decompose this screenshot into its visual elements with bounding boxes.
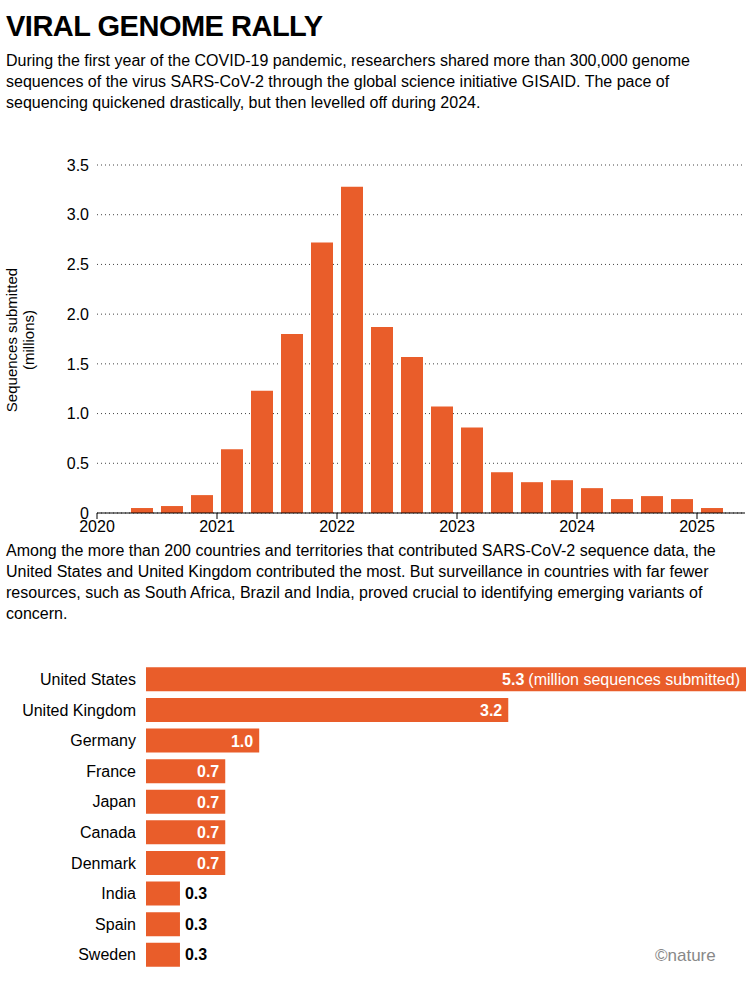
svg-text:United States: United States (40, 671, 136, 688)
svg-text:India: India (101, 885, 136, 902)
svg-text:0.7: 0.7 (197, 763, 219, 780)
svg-text:2024: 2024 (559, 518, 595, 535)
html-text:Among the more than 200 countr: Among the more than 200 countries and te… (6, 542, 716, 622)
svg-text:0.3: 0.3 (185, 946, 207, 963)
svg-text:1.0: 1.0 (67, 405, 89, 422)
svg-text:Canada: Canada (80, 824, 136, 841)
svg-text:0.7: 0.7 (197, 854, 219, 871)
html-text:Sequences submitted (millions): Sequences submitted (millions) (3, 267, 37, 413)
svg-text:0.3: 0.3 (185, 916, 207, 933)
svg-text:3.2: 3.2 (480, 701, 502, 718)
svg-text:3.5: 3.5 (67, 157, 89, 174)
svg-text:France: France (86, 763, 136, 780)
svg-text:2020: 2020 (79, 518, 115, 536)
html-text:During the first year of the C: During the first year of the COVID-19 pa… (6, 52, 690, 111)
svg-text:2021: 2021 (199, 518, 235, 535)
svg-text:United Kingdom: United Kingdom (22, 702, 136, 719)
svg-text:Japan: Japan (92, 793, 136, 810)
svg-text:2022: 2022 (319, 518, 355, 535)
svg-text:5.3(million sequences submitte: 5.3(million sequences submitted) (502, 671, 740, 688)
svg-text:Denmark: Denmark (71, 855, 137, 872)
svg-text:0.7: 0.7 (197, 793, 219, 810)
svg-text:2023: 2023 (439, 518, 475, 535)
svg-text:0.7: 0.7 (197, 824, 219, 841)
svg-text:2025: 2025 (679, 518, 715, 535)
svg-text:0.5: 0.5 (67, 455, 89, 472)
svg-text:1.5: 1.5 (67, 356, 89, 373)
html-text:©nature: ©nature (655, 946, 716, 965)
svg-text:3.0: 3.0 (67, 206, 89, 223)
html-text:VIRAL GENOME RALLY: VIRAL GENOME RALLY (6, 10, 323, 42)
svg-text:2.0: 2.0 (67, 306, 89, 323)
svg-text:1.0: 1.0 (231, 732, 253, 749)
svg-text:2.5: 2.5 (67, 256, 89, 273)
svg-text:Spain: Spain (95, 916, 136, 933)
svg-text:Germany: Germany (70, 732, 136, 749)
svg-text:0.3: 0.3 (185, 885, 207, 902)
svg-text:Sweden: Sweden (78, 946, 136, 963)
svg-text:0: 0 (80, 505, 89, 522)
